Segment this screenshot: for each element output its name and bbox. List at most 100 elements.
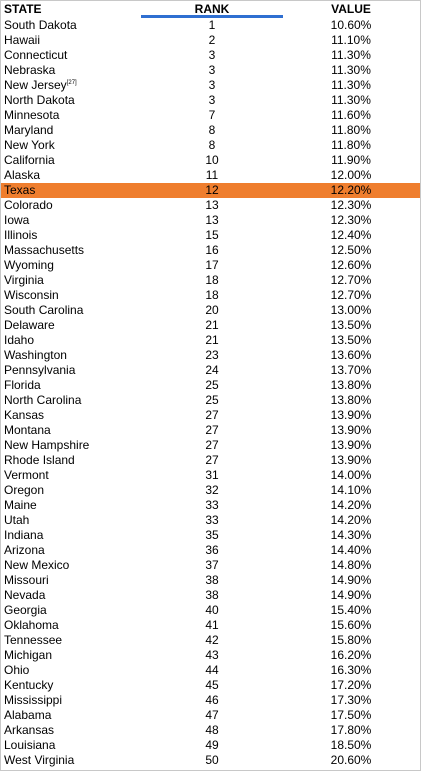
table-row[interactable]: Virginia 18 12.70% — [0, 273, 421, 288]
table-row[interactable]: South Dakota 1 10.60% — [0, 18, 421, 33]
state-name: Michigan — [4, 648, 53, 662]
table-row[interactable]: Michigan 43 16.20% — [0, 648, 421, 663]
table-row[interactable]: California 10 11.90% — [0, 153, 421, 168]
state-name: Colorado — [4, 198, 53, 212]
table-row[interactable]: Minnesota 7 11.60% — [0, 108, 421, 123]
value-cell: 15.80% — [330, 633, 372, 647]
table-row[interactable]: Indiana 35 14.30% — [0, 528, 421, 543]
table-row[interactable]: New Mexico 37 14.80% — [0, 558, 421, 573]
table-row[interactable]: Missouri 38 14.90% — [0, 573, 421, 588]
state-cell: Nebraska — [4, 63, 55, 78]
table-row[interactable]: Maine 33 14.20% — [0, 498, 421, 513]
table-row[interactable]: Hawaii 2 11.10% — [0, 33, 421, 48]
table-row[interactable]: New York 8 11.80% — [0, 138, 421, 153]
state-cell: Tennessee — [4, 633, 62, 648]
table-row[interactable]: Ohio 44 16.30% — [0, 663, 421, 678]
table-row[interactable]: Utah 33 14.20% — [0, 513, 421, 528]
state-name: Florida — [4, 378, 41, 392]
footnote-ref[interactable]: [27] — [66, 80, 77, 86]
rank-cell: 27 — [205, 453, 219, 467]
table-row[interactable]: New Hampshire 27 13.90% — [0, 438, 421, 453]
rank-cell: 32 — [205, 483, 219, 497]
table-row[interactable]: New Jersey[27] 3 11.30% — [0, 78, 421, 93]
table-row[interactable]: Oklahoma 41 15.60% — [0, 618, 421, 633]
state-cell: Louisiana — [4, 738, 55, 753]
rank-cell: 3 — [208, 48, 216, 62]
state-cell: Oregon — [4, 483, 44, 498]
table-row[interactable]: Massachusetts 16 12.50% — [0, 243, 421, 258]
state-name: Washington — [4, 348, 67, 362]
table-row[interactable]: South Carolina 20 13.00% — [0, 303, 421, 318]
rank-cell: 49 — [205, 738, 219, 752]
table-row[interactable]: North Carolina 25 13.80% — [0, 393, 421, 408]
state-cell: Maine — [4, 498, 37, 513]
value-cell: 13.80% — [330, 378, 372, 392]
header-rank[interactable]: RANK — [194, 2, 230, 16]
rank-cell: 16 — [205, 243, 219, 257]
header-state[interactable]: STATE — [4, 2, 42, 16]
table-row[interactable]: Louisiana 49 18.50% — [0, 738, 421, 753]
rank-cell: 13 — [205, 198, 219, 212]
header-value[interactable]: VALUE — [331, 2, 371, 16]
table-row[interactable]: Florida 25 13.80% — [0, 378, 421, 393]
table-row[interactable]: Delaware 21 13.50% — [0, 318, 421, 333]
table-row[interactable]: Pennsylvania 24 13.70% — [0, 363, 421, 378]
state-cell: New York — [4, 138, 55, 153]
table-row[interactable]: Nevada 38 14.90% — [0, 588, 421, 603]
table-row[interactable]: Wisconsin 18 12.70% — [0, 288, 421, 303]
state-name: Indiana — [4, 528, 44, 542]
table-row[interactable]: Arkansas 48 17.80% — [0, 723, 421, 738]
table-row[interactable]: North Dakota 3 11.30% — [0, 93, 421, 108]
rank-cell: 3 — [208, 78, 216, 92]
table-row[interactable]: Kansas 27 13.90% — [0, 408, 421, 423]
table-row[interactable]: Wyoming 17 12.60% — [0, 258, 421, 273]
state-name: Vermont — [4, 468, 49, 482]
rank-cell: 15 — [205, 228, 219, 242]
state-cell: Oklahoma — [4, 618, 59, 633]
table-row[interactable]: Colorado 13 12.30% — [0, 198, 421, 213]
table-row[interactable]: Connecticut 3 11.30% — [0, 48, 421, 63]
table-row[interactable]: Nebraska 3 11.30% — [0, 63, 421, 78]
state-cell: Mississippi — [4, 693, 62, 708]
table-row[interactable]: Georgia 40 15.40% — [0, 603, 421, 618]
value-cell: 16.30% — [330, 663, 372, 677]
table-row[interactable]: Washington 23 13.60% — [0, 348, 421, 363]
table-row[interactable]: Idaho 21 13.50% — [0, 333, 421, 348]
value-cell: 14.00% — [330, 468, 372, 482]
state-name: South Carolina — [4, 303, 84, 317]
state-cell: Delaware — [4, 318, 55, 333]
value-cell: 13.70% — [330, 363, 372, 377]
table-row[interactable]: Tennessee 42 15.80% — [0, 633, 421, 648]
table-row[interactable]: Arizona 36 14.40% — [0, 543, 421, 558]
rank-cell: 10 — [205, 153, 219, 167]
table-row[interactable]: West Virginia 50 20.60% — [0, 753, 421, 768]
table-row[interactable]: Oregon 32 14.10% — [0, 483, 421, 498]
table-row[interactable]: Maryland 8 11.80% — [0, 123, 421, 138]
state-cell: Maryland — [4, 123, 53, 138]
table-row[interactable]: Rhode Island 27 13.90% — [0, 453, 421, 468]
rank-cell: 41 — [205, 618, 219, 632]
table-row[interactable]: Mississippi 46 17.30% — [0, 693, 421, 708]
table-row[interactable]: Alaska 11 12.00% — [0, 168, 421, 183]
table-row[interactable]: Montana 27 13.90% — [0, 423, 421, 438]
rank-cell: 44 — [205, 663, 219, 677]
state-name: Idaho — [4, 333, 35, 347]
rank-cell: 40 — [205, 603, 219, 617]
table-row[interactable]: Kentucky 45 17.20% — [0, 678, 421, 693]
table-row[interactable]: Illinois 15 12.40% — [0, 228, 421, 243]
table-row[interactable]: Alabama 47 17.50% — [0, 708, 421, 723]
table-row-highlighted[interactable]: Texas 12 12.20% — [0, 183, 421, 198]
state-cell: North Carolina — [4, 393, 81, 408]
state-cell: Nevada — [4, 588, 45, 603]
rank-cell: 18 — [205, 288, 219, 302]
table-row[interactable]: Vermont 31 14.00% — [0, 468, 421, 483]
rank-cell: 20 — [205, 303, 219, 317]
value-cell: 18.50% — [330, 738, 372, 752]
rank-cell: 24 — [205, 363, 219, 377]
state-cell: Kansas — [4, 408, 44, 423]
table-row[interactable]: Iowa 13 12.30% — [0, 213, 421, 228]
state-cell: Connecticut — [4, 48, 67, 63]
rank-cell: 21 — [205, 318, 219, 332]
state-name: Kansas — [4, 408, 45, 422]
state-name: Nevada — [4, 588, 46, 602]
